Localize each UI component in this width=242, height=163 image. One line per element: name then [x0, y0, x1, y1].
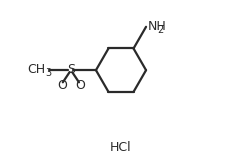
Text: 3: 3: [46, 68, 52, 78]
Text: HCl: HCl: [110, 141, 132, 154]
Text: NH: NH: [147, 20, 166, 33]
Text: O: O: [57, 79, 67, 92]
Text: CH: CH: [27, 63, 45, 76]
Text: O: O: [75, 79, 85, 92]
Text: S: S: [67, 63, 75, 76]
Text: 2: 2: [157, 25, 164, 35]
